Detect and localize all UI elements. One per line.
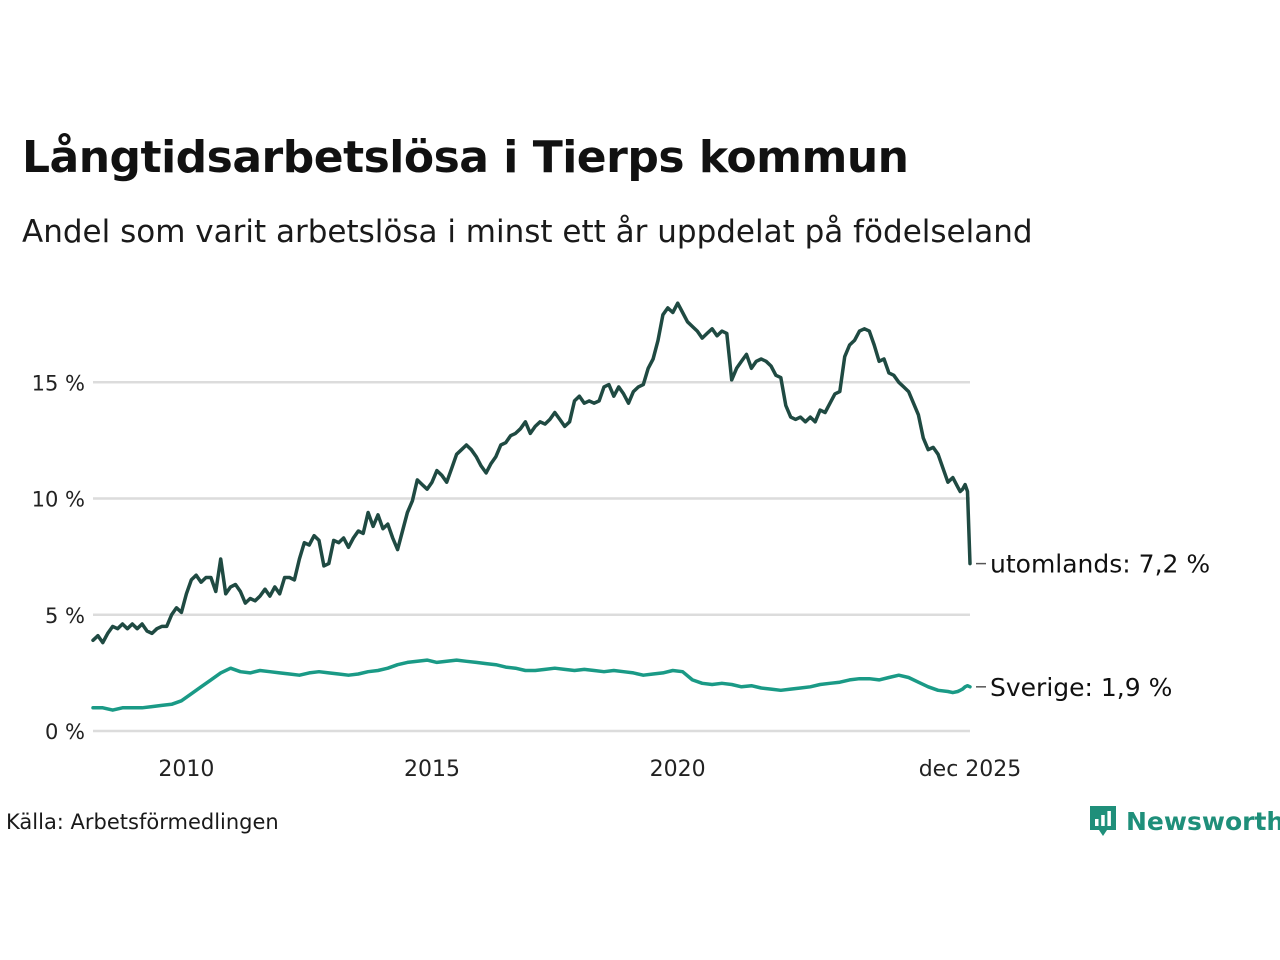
chart-subtitle: Andel som varit arbetslösa i minst ett å… bbox=[22, 214, 1033, 250]
y-tick-label: 10 % bbox=[32, 488, 85, 512]
series-lines bbox=[91, 301, 972, 712]
end-label-utomlands: utomlands: 7,2 % bbox=[990, 550, 1210, 579]
series-end-labels: utomlands: 7,2 % Sverige: 1,9 % bbox=[976, 550, 1210, 702]
end-label-sverige: Sverige: 1,9 % bbox=[990, 673, 1172, 702]
gridlines bbox=[93, 381, 970, 733]
x-tick-label: dec 2025 bbox=[919, 757, 1022, 782]
series-line-utomlands bbox=[91, 301, 972, 645]
chart-title: Långtidsarbetslösa i Tierps kommun bbox=[22, 132, 909, 183]
newsworthy-logo[interactable]: Newsworthy bbox=[1088, 804, 1280, 838]
x-tick-label: 2020 bbox=[650, 757, 706, 782]
x-tick-label: 2015 bbox=[404, 757, 460, 782]
y-axis-ticks: 0 % 5 % 10 % 15 % bbox=[32, 371, 85, 744]
x-tick-label: 2010 bbox=[158, 757, 214, 782]
y-tick-label: 15 % bbox=[32, 371, 85, 395]
x-axis-ticks: 2010 2015 2020 dec 2025 bbox=[158, 757, 1021, 782]
newsworthy-icon bbox=[1090, 806, 1116, 836]
y-tick-label: 0 % bbox=[45, 720, 85, 744]
brand-name: Newsworthy bbox=[1126, 806, 1280, 836]
series-line-sverige bbox=[91, 658, 972, 712]
source-note: Källa: Arbetsförmedlingen bbox=[6, 810, 279, 834]
y-tick-label: 5 % bbox=[45, 604, 85, 628]
